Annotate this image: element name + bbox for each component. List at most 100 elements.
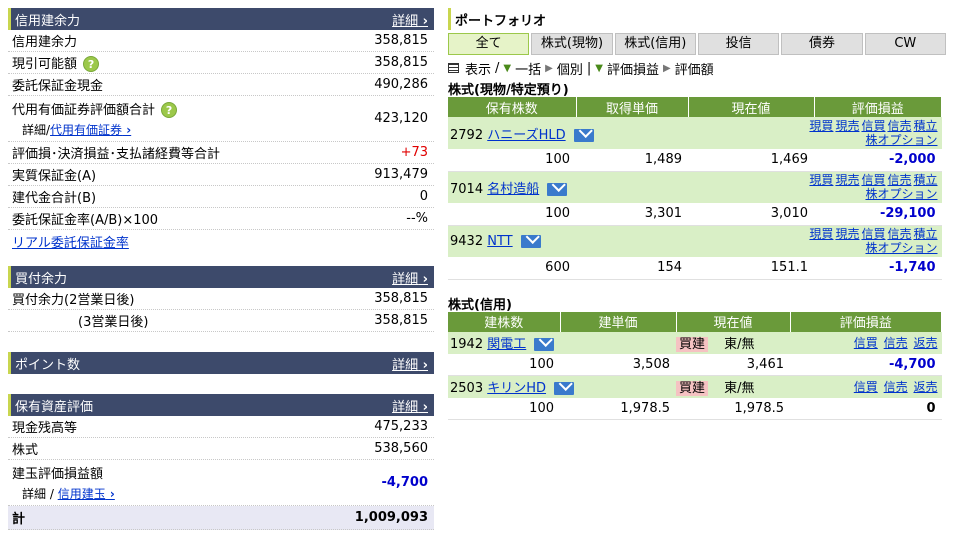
spot-buy-link[interactable]: 現買 <box>809 227 834 242</box>
col-header: 評価損益 <box>790 311 942 332</box>
value-option[interactable]: 評価額 <box>674 62 714 78</box>
assets-row: 建玉評価損益額 詳細 / 信用建玉 -4,700 <box>8 460 434 506</box>
bulk-option[interactable]: 一括 <box>515 62 542 78</box>
tab-margin[interactable]: 株式(信用) <box>614 33 696 55</box>
stock-name-link[interactable]: ハニーズHLD <box>487 127 566 143</box>
assets-detail-link[interactable]: 詳細 <box>392 396 428 415</box>
col-header: 現在値 <box>676 311 791 332</box>
spot-sell-link[interactable]: 現売 <box>835 173 860 188</box>
row-value: 358,815 <box>374 55 428 70</box>
row-label: 信用建余力 <box>12 35 78 50</box>
cost-cell: 3,508 <box>560 353 676 376</box>
tab-cw[interactable]: CW <box>864 33 946 55</box>
accumulate-link[interactable]: 積立 <box>913 119 938 133</box>
mail-icon[interactable] <box>534 338 555 351</box>
margin-sell-link[interactable]: 信売 <box>887 227 912 242</box>
col-header: 評価損益 <box>814 97 942 117</box>
pl-cell: -1,740 <box>814 257 942 280</box>
col-header: 現在値 <box>688 97 815 117</box>
spot-sell-link[interactable]: 現売 <box>835 227 860 242</box>
triangle-right-icon: ▶ <box>545 62 553 74</box>
margin-positions-link[interactable]: 信用建玉 <box>58 487 115 501</box>
stock-code: 7014 <box>450 181 484 197</box>
realtime-margin-rate-link[interactable]: リアル委託保証金率 <box>12 235 129 251</box>
accumulate-link[interactable]: 積立 <box>913 227 938 242</box>
row-value: -4,700 <box>381 475 428 490</box>
price-cell: 1,978.5 <box>676 397 790 420</box>
trade-actions: 現買 現売 信買 信売 積立 株オプション <box>688 171 942 203</box>
realtime-row: リアル委託保証金率 <box>8 230 434 252</box>
margin-buy-link[interactable]: 信買 <box>861 119 886 133</box>
row-value: 490,286 <box>374 77 428 92</box>
margin-sell-link[interactable]: 信売 <box>883 335 908 350</box>
row-label: 委託保証金率(A/B)×100 <box>12 213 159 228</box>
pl-cell: -2,000 <box>814 149 942 172</box>
margin-sell-link[interactable]: 信売 <box>887 173 912 188</box>
stock-option-link[interactable]: 株オプション <box>865 241 938 256</box>
stock-name-link[interactable]: 関電工 <box>487 337 527 352</box>
margin-buy-link[interactable]: 信買 <box>853 335 878 350</box>
cost-cell: 3,301 <box>576 203 688 226</box>
mail-icon[interactable] <box>520 234 541 248</box>
position-type-badge: 買建 <box>676 381 709 397</box>
qty-cell: 100 <box>448 397 560 420</box>
margin-buy-link[interactable]: 信買 <box>861 173 886 188</box>
tab-spot[interactable]: 株式(現物) <box>531 33 613 55</box>
points-header: ポイント数 詳細 <box>8 352 434 374</box>
row-label: 建代金合計(B) <box>12 191 97 206</box>
price-cell: 1,469 <box>688 149 814 172</box>
stock-option-link[interactable]: 株オプション <box>865 133 938 147</box>
margin-buy-link[interactable]: 信買 <box>861 227 886 242</box>
buying-header-title: 買付余力 <box>15 271 68 287</box>
stock-name-link[interactable]: キリンHD <box>487 381 547 397</box>
individual-option[interactable]: 個別 <box>556 62 583 78</box>
pl-cell: -29,100 <box>814 203 942 226</box>
margin-sell-link[interactable]: 信売 <box>887 119 912 133</box>
tab-funds[interactable]: 投信 <box>697 33 780 55</box>
pl-option[interactable]: 評価損益 <box>606 62 659 78</box>
help-icon[interactable]: ? <box>161 102 178 118</box>
show-label: 表示 <box>465 62 492 78</box>
triangle-down-icon: ▼ <box>503 62 512 74</box>
mail-icon[interactable] <box>547 182 568 196</box>
mail-icon[interactable] <box>573 128 594 142</box>
stock-option-link[interactable]: 株オプション <box>865 187 938 202</box>
mail-icon[interactable] <box>554 382 575 396</box>
points-detail-link[interactable]: 詳細 <box>392 354 428 373</box>
stock-name-link[interactable]: NTT <box>487 233 513 249</box>
margin-table: 建株数 建単価 現在値 評価損益 1942 関電工 買建 東/無 信買 信売 返… <box>448 311 942 420</box>
row-label: 現引可能額 <box>12 57 78 72</box>
assets-header: 保有資産評価 詳細 <box>8 394 434 416</box>
assets-row: 株式 538,560 <box>8 438 434 460</box>
spot-buy-link[interactable]: 現買 <box>809 173 834 188</box>
table-row: 600 154 151.1 -1,740 <box>448 257 942 280</box>
table-row: 2503 キリンHD 買建 東/無 信買 信売 返売 <box>448 375 942 398</box>
row-value: +73 <box>400 145 428 160</box>
row-label: 現金残高等 <box>12 421 78 436</box>
credit-detail-link[interactable]: 詳細 <box>392 10 428 29</box>
accumulate-link[interactable]: 積立 <box>913 173 938 188</box>
row-label: 買付余力(2営業日後) <box>12 293 135 308</box>
spot-buy-link[interactable]: 現買 <box>809 119 834 133</box>
margin-buy-link[interactable]: 信買 <box>853 379 878 394</box>
credit-row: 現引可能額? 358,815 <box>8 52 434 74</box>
tab-bonds[interactable]: 債券 <box>781 33 863 55</box>
table-row: 100 1,489 1,469 -2,000 <box>448 149 942 172</box>
row-label: 実質保証金(A) <box>12 169 97 184</box>
stock-code: 9432 <box>450 233 484 249</box>
tab-all[interactable]: 全て <box>448 33 530 55</box>
close-sell-link[interactable]: 返売 <box>913 335 938 350</box>
row-label: (3営業日後) <box>78 315 149 330</box>
close-sell-link[interactable]: 返売 <box>913 379 938 394</box>
assets-row: 現金残高等 475,233 <box>8 416 434 438</box>
collateral-securities-link[interactable]: 代用有価証券 <box>50 123 131 137</box>
sub-prefix: 詳細 / <box>22 487 58 501</box>
margin-sell-link[interactable]: 信売 <box>883 379 908 394</box>
left-panel: 信用建余力 詳細 信用建余力 358,815 現引可能額? 358,815 委託… <box>8 8 434 530</box>
col-header: 取得単価 <box>576 97 689 117</box>
help-icon[interactable]: ? <box>83 56 100 72</box>
stock-name-link[interactable]: 名村造船 <box>487 181 540 197</box>
spot-sell-link[interactable]: 現売 <box>835 119 860 133</box>
qty-cell: 600 <box>448 257 576 280</box>
buying-detail-link[interactable]: 詳細 <box>392 268 428 287</box>
